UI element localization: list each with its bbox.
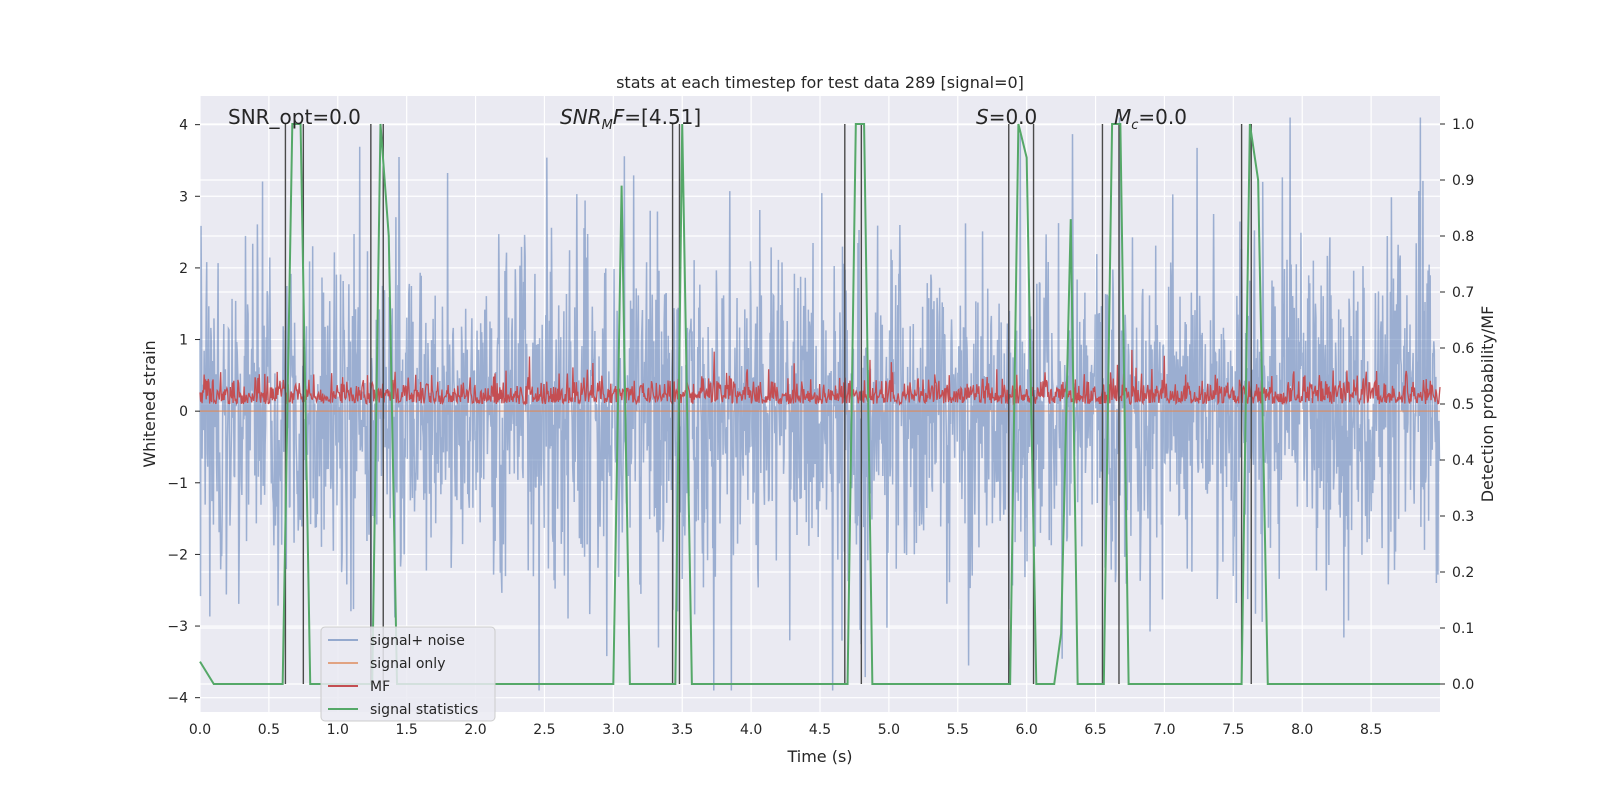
x-tick-label-5: 2.5 (533, 722, 555, 738)
y-axis-left-label: Whitened strain (140, 340, 159, 467)
y-left-tick-label-5: 1 (179, 333, 188, 349)
y-left-tick-label-7: 3 (179, 189, 188, 205)
y-right-tick-label-8: 0.8 (1452, 229, 1474, 245)
y-axis-left-ticks: −4 −3 −2 −1 0 1 2 3 4 (167, 118, 200, 707)
x-tick-label-14: 7.0 (1153, 722, 1175, 738)
chart-title: stats at each timestep for test data 289… (616, 73, 1024, 92)
y-right-tick-label-2: 0.2 (1452, 565, 1474, 581)
annotation-3: Mc=0.0 (1114, 105, 1187, 133)
y-left-tick-label-4: 0 (179, 404, 188, 420)
x-tick-label-6: 3.0 (602, 722, 624, 738)
x-tick-label-7: 3.5 (671, 722, 693, 738)
y-left-tick-label-3: −1 (167, 476, 188, 492)
y-right-tick-label-1: 0.1 (1452, 621, 1474, 637)
x-axis-ticks: 0.0 0.5 1.0 1.5 2.0 2.5 3.0 3.5 4.0 4.5 5.0 5.5 6.0 6… (189, 722, 1382, 738)
x-tick-label-4: 2.0 (464, 722, 486, 738)
y-left-tick-label-8: 4 (179, 118, 188, 134)
y-right-tick-label-0: 0.0 (1452, 677, 1474, 693)
vertical-markers (284, 124, 1252, 684)
x-tick-label-12: 6.0 (1016, 722, 1038, 738)
series-mf (199, 349, 1441, 406)
x-tick-label-8: 4.0 (740, 722, 762, 738)
legend-label-0: signal+ noise (370, 633, 465, 649)
x-tick-label-2: 1.0 (327, 722, 349, 738)
legend-box (320, 626, 496, 722)
y-right-tick-label-3: 0.3 (1452, 509, 1474, 525)
y-left-tick-label-6: 2 (179, 261, 188, 277)
x-tick-label-15: 7.5 (1222, 722, 1244, 738)
x-tick-label-1: 0.5 (258, 722, 280, 738)
mf-line (199, 349, 1441, 406)
legend: signal+ noise signal only MF signal statist… (320, 626, 496, 722)
y-right-tick-label-10: 1.0 (1452, 117, 1474, 133)
x-tick-label-10: 5.0 (878, 722, 900, 738)
x-tick-label-13: 6.5 (1084, 722, 1106, 738)
x-tick-label-17: 8.5 (1360, 722, 1382, 738)
annotations: SNR_opt=0.0 SNRMF=[4.51] S=0.0 Mc=0.0 (228, 105, 1187, 133)
y-right-tick-label-5: 0.5 (1452, 397, 1474, 413)
annotation-1: SNRMF=[4.51] (560, 105, 701, 133)
x-tick-label-3: 1.5 (396, 722, 418, 738)
signal-noise-line (199, 117, 1441, 691)
x-tick-label-11: 5.5 (947, 722, 969, 738)
annotation-2: S=0.0 (976, 105, 1037, 129)
y-right-tick-label-9: 0.9 (1452, 173, 1474, 189)
y-right-tick-label-6: 0.6 (1452, 341, 1474, 357)
x-tick-label-16: 8.0 (1291, 722, 1313, 738)
y-axis-right-label: Detection probability/MF (1478, 306, 1497, 503)
x-tick-label-0: 0.0 (189, 722, 211, 738)
y-left-tick-label-1: −3 (167, 619, 188, 635)
x-tick-label-9: 4.5 (809, 722, 831, 738)
series-signal-noise (199, 117, 1441, 691)
y-left-tick-label-2: −2 (167, 547, 188, 563)
x-axis-label: Time (s) (786, 747, 852, 766)
legend-label-3: signal statistics (370, 702, 478, 718)
annotation-0: SNR_opt=0.0 (228, 105, 361, 129)
y-right-tick-label-4: 0.4 (1452, 453, 1474, 469)
legend-label-1: signal only (370, 656, 445, 672)
series-signal-statistics (199, 123, 1440, 685)
legend-label-2: MF (370, 679, 390, 695)
y-right-tick-label-7: 0.7 (1452, 285, 1474, 301)
y-left-tick-label-0: −4 (167, 691, 188, 707)
y-axis-right-ticks: 0.0 0.1 0.2 0.3 0.4 0.5 0.6 0.7 0.8 0.9 1.0 (1440, 117, 1474, 693)
signal-statistics-line (199, 123, 1440, 685)
